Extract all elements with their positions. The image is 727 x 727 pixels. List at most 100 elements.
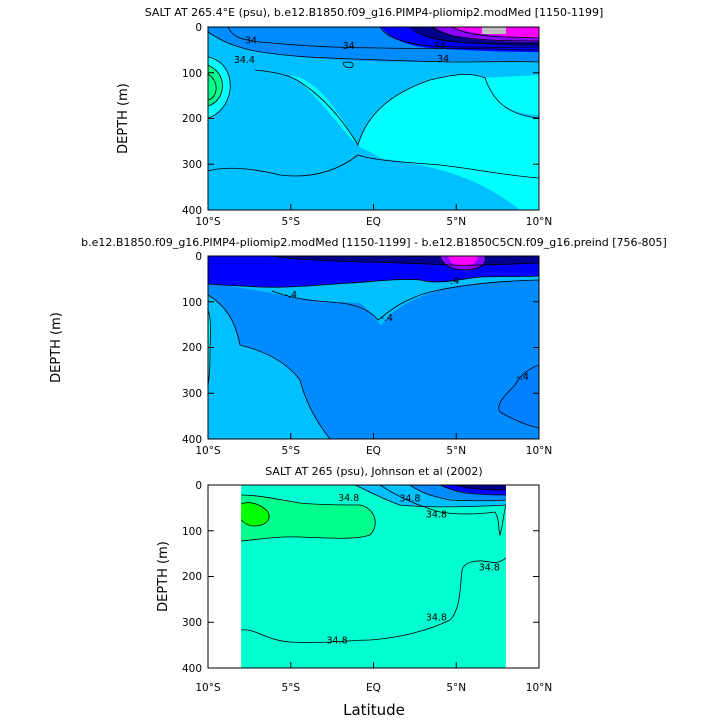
panel-2-fill-mid xyxy=(208,280,539,439)
panel-3-ytick-label: 0 xyxy=(195,480,202,492)
panel-1-title: SALT AT 265.4°E (psu), b.e12.B1850.f09_g… xyxy=(145,6,604,19)
panel-2-contour xyxy=(208,309,211,386)
panel-1-contour xyxy=(208,64,223,107)
contour-label: 34 xyxy=(245,36,257,47)
contour-label: -.4 xyxy=(380,313,393,324)
panel-1-fill-salty-right xyxy=(480,75,539,115)
panel-3-ytick-label: 100 xyxy=(182,526,202,538)
panel-2-fill-magenta xyxy=(448,256,478,266)
contour-label: 34 xyxy=(434,41,446,52)
panel-2-contour xyxy=(208,294,331,439)
panel-3-contour xyxy=(354,485,506,508)
panel-3-contour xyxy=(439,485,506,496)
panel-3-fill-high xyxy=(241,495,376,541)
panel-2-fill-right-patch xyxy=(498,365,539,428)
panel-2-title: b.e12.B1850.f09_g16.PIMP4-pliomip2.modMe… xyxy=(81,236,667,249)
panel-2-xtick-label: 10°S xyxy=(195,445,221,457)
contour-label: 34.8 xyxy=(327,636,348,647)
panel-2-contour-labels: -.4 -.4 -.4 -.4 xyxy=(285,276,529,383)
panel-1-fill-salty-left2 xyxy=(208,65,223,106)
panel-3-xtick-label: 10°N xyxy=(526,682,552,694)
contour-label: 34 xyxy=(343,41,355,52)
panel-2-xtick-label: EQ xyxy=(366,445,381,457)
panel-2-ytick-label: 100 xyxy=(182,297,202,309)
x-axis-label: Latitude xyxy=(343,701,405,719)
panel-1-yticks xyxy=(208,26,539,211)
panel-3-contour xyxy=(241,557,506,643)
panel-1-xtick-label: 10°N xyxy=(526,216,552,228)
panel-1-xtick-label: 5°N xyxy=(446,216,466,228)
panel-1-contour xyxy=(208,73,217,101)
contour-label: 34.8 xyxy=(426,510,447,521)
panel-3-xtick-label: 5°N xyxy=(446,682,466,694)
panel-3-fill-navy xyxy=(455,485,506,491)
panel-1-contour xyxy=(254,69,539,147)
panel-1-fill-salty-center xyxy=(290,74,539,210)
panel-1-contour xyxy=(208,56,231,119)
panel-1-xticks xyxy=(207,204,540,210)
panel-1-ylabel: DEPTH (m) xyxy=(116,83,131,154)
panel-2-contour xyxy=(439,256,486,271)
panel-2-xtick-label: 5°N xyxy=(446,445,466,457)
panel-3-ytick-label: 300 xyxy=(182,617,202,629)
panel-1-contour xyxy=(431,27,539,42)
panel-3-yticks xyxy=(208,484,539,669)
contour-label: -.4 xyxy=(447,276,460,287)
panel-1-ytick-label: 200 xyxy=(182,113,202,125)
panel-1-contour xyxy=(451,27,539,39)
panel-2-ytick-label: 300 xyxy=(182,388,202,400)
panel-1-ytick-label: 100 xyxy=(182,68,202,80)
panel-3-fill-max xyxy=(241,502,270,526)
contour-label: -.4 xyxy=(285,290,298,301)
panel-3-xtick-label: 5°S xyxy=(281,682,300,694)
panel-3-contour xyxy=(379,485,506,537)
panel-3-ylabel: DEPTH (m) xyxy=(156,541,171,612)
panel-1-contour xyxy=(227,27,539,51)
panel-1-contour xyxy=(379,27,539,48)
contour-label: 34.8 xyxy=(338,493,359,504)
panel-2-ytick-label: 0 xyxy=(195,251,202,263)
contour-label: 34.8 xyxy=(426,613,447,624)
panel-1-xtick-label: 5°S xyxy=(281,216,300,228)
panel-1-contour xyxy=(409,27,539,45)
panel-1-ytick-label: 0 xyxy=(195,22,202,34)
panel-3-xtick-label: EQ xyxy=(366,682,381,694)
panel-2-ytick-label: 400 xyxy=(182,434,202,446)
panel-1-contour xyxy=(208,154,539,179)
panel-2-xtick-label: 5°S xyxy=(281,445,300,457)
panel-3: SALT AT 265 (psu), Johnson et al (2002) xyxy=(156,465,552,719)
panel-1-xtick-label: EQ xyxy=(366,216,381,228)
panel-1-contour xyxy=(208,31,539,63)
panel-3-contour xyxy=(241,502,270,527)
panel-1-ytick-label: 400 xyxy=(182,205,202,217)
panel-2-ytick-label: 200 xyxy=(182,342,202,354)
panel-1-ytick-label: 300 xyxy=(182,159,202,171)
panel-2-ylabel: DEPTH (m) xyxy=(49,312,64,383)
panel-3-xticks xyxy=(207,662,540,668)
panel-1-fill-grey xyxy=(482,27,506,34)
panel-2-contour xyxy=(271,279,539,321)
panel-2-xtick-label: 10°N xyxy=(526,445,552,457)
contour-label: 34.8 xyxy=(399,494,420,505)
panel-3-contour-labels: 34.8 34.8 34.8 34.8 34.8 34.8 xyxy=(327,493,500,647)
panel-2-yticks xyxy=(208,255,539,440)
panel-3-contour xyxy=(409,485,506,502)
panel-3-contour xyxy=(454,485,506,491)
panel-3-ytick-label: 200 xyxy=(182,571,202,583)
contour-label: 34.4 xyxy=(234,55,255,66)
panel-2-contour xyxy=(208,275,539,288)
panel-3-contour xyxy=(241,494,376,542)
contour-label: 34 xyxy=(437,54,449,65)
contour-label: -.4 xyxy=(516,372,529,383)
panel-3-xtick-label: 10°S xyxy=(195,682,221,694)
panel-1: SALT AT 265.4°E (psu), b.e12.B1850.f09_g… xyxy=(116,6,603,228)
panel-3-title: SALT AT 265 (psu), Johnson et al (2002) xyxy=(265,465,482,478)
panel-2: b.e12.B1850.f09_g16.PIMP4-pliomip2.modMe… xyxy=(49,236,667,457)
panel-1-xtick-label: 10°S xyxy=(195,216,221,228)
panel-2-xticks xyxy=(207,433,540,439)
panel-3-ytick-label: 400 xyxy=(182,663,202,675)
contour-label: 34.8 xyxy=(479,562,500,573)
panel-2-contour xyxy=(498,364,539,429)
panel-1-contour-labels: 34 34.4 34 34 34 xyxy=(234,36,449,66)
